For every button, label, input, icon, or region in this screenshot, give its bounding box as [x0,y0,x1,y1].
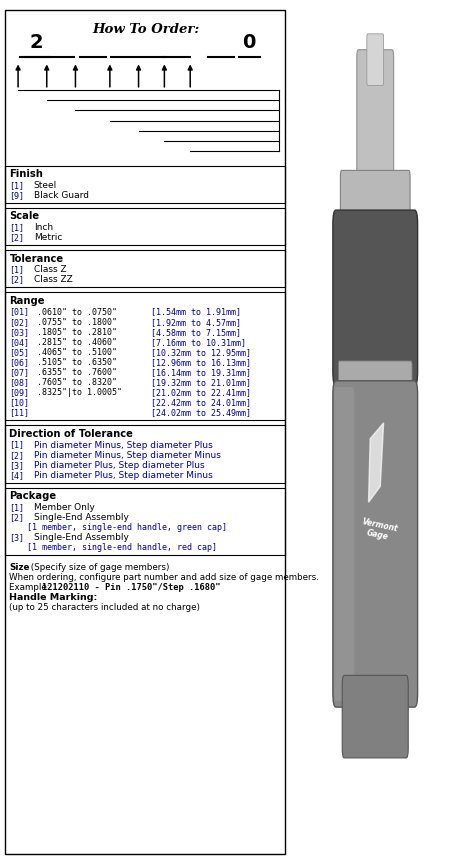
Text: [4.58mm to 7.15mm]: [4.58mm to 7.15mm] [151,328,241,337]
Text: .7605" to .8320": .7605" to .8320" [37,378,117,387]
Text: [3]: [3] [10,461,24,469]
Text: Class ZZ: Class ZZ [34,275,73,285]
FancyBboxPatch shape [338,361,412,407]
Bar [5,425,285,482]
Text: [1 member, single-end handle, green cap]: [1 member, single-end handle, green cap] [27,523,227,532]
Text: [11]: [11] [10,408,29,418]
Text: .2815" to .4060": .2815" to .4060" [37,337,117,347]
Text: [09]: [09] [10,388,29,397]
Text: [01]: [01] [10,307,29,317]
FancyBboxPatch shape [333,210,418,386]
Text: [7.16mm to 10.31mm]: [7.16mm to 10.31mm] [151,337,246,347]
Text: [16.14mm to 19.31mm]: [16.14mm to 19.31mm] [151,369,252,377]
Text: [3]: [3] [10,533,24,542]
Bar [5,208,285,245]
Text: Metric: Metric [34,233,62,243]
Text: 121202110 - Pin .1750"/Step .1680": 121202110 - Pin .1750"/Step .1680" [43,583,221,592]
Text: [1]: [1] [10,503,24,512]
Text: Class Z: Class Z [34,266,67,274]
Bar [5,166,285,203]
Text: .1805" to .2810": .1805" to .2810" [37,328,117,337]
Text: Pin diameter Minus, Step diameter Minus: Pin diameter Minus, Step diameter Minus [34,450,221,460]
Text: Finish: Finish [10,169,43,180]
Text: [10]: [10] [10,399,29,407]
FancyBboxPatch shape [342,676,408,758]
Text: [1]: [1] [10,266,24,274]
Text: Single-End Assembly: Single-End Assembly [34,533,129,542]
Text: [2]: [2] [10,233,24,243]
Text: [02]: [02] [10,318,29,327]
Text: [07]: [07] [10,369,29,377]
Text: [1 member, single-end handle, red cap]: [1 member, single-end handle, red cap] [27,543,217,552]
Text: When ordering, configure part number and add size of gage members.: When ordering, configure part number and… [10,573,319,582]
Text: [12.96mm to 16.13mm]: [12.96mm to 16.13mm] [151,358,252,367]
Text: [10.32mm to 12.95mm]: [10.32mm to 12.95mm] [151,348,252,357]
Polygon shape [369,423,384,502]
Text: [1]: [1] [10,224,24,232]
Text: [1.54mm to 1.91mm]: [1.54mm to 1.91mm] [151,307,241,317]
Text: [1.92mm to 4.57mm]: [1.92mm to 4.57mm] [151,318,241,327]
Text: Member Only: Member Only [34,503,95,512]
Text: How To Order:: How To Order: [92,23,199,36]
Text: [1]: [1] [10,440,24,450]
Text: [4]: [4] [10,471,24,480]
Text: (Specify size of gage members): (Specify size of gage members) [28,563,169,571]
Text: Pin diameter Minus, Step diameter Plus: Pin diameter Minus, Step diameter Plus [34,440,213,450]
Text: Black Guard: Black Guard [34,191,89,200]
Text: .5105" to .6350": .5105" to .6350" [37,358,117,367]
Text: [2]: [2] [10,275,24,285]
FancyBboxPatch shape [341,170,410,243]
Text: .0755" to .1800": .0755" to .1800" [37,318,117,327]
Text: Example:: Example: [10,583,53,592]
Text: 0: 0 [242,33,256,52]
Text: [22.42mm to 24.01mm]: [22.42mm to 24.01mm] [151,399,252,407]
Text: Package: Package [10,491,56,501]
Bar [5,250,285,287]
Text: [19.32mm to 21.01mm]: [19.32mm to 21.01mm] [151,378,252,387]
Text: Vermont
Gage: Vermont Gage [359,517,398,544]
Text: (up to 25 characters included at no charge): (up to 25 characters included at no char… [10,603,201,612]
Text: [1]: [1] [10,181,24,190]
Text: Inch: Inch [34,224,53,232]
Text: Size: Size [10,563,30,571]
Text: Single-End Assembly: Single-End Assembly [34,513,129,522]
Text: Pin diameter Plus, Step diameter Minus: Pin diameter Plus, Step diameter Minus [34,471,213,480]
Text: [05]: [05] [10,348,29,357]
Text: [2]: [2] [10,450,24,460]
Text: Range: Range [10,296,45,306]
Text: [03]: [03] [10,328,29,337]
FancyBboxPatch shape [357,50,394,192]
Bar [5,293,285,420]
Text: [2]: [2] [10,513,24,522]
Bar [5,488,285,555]
FancyBboxPatch shape [334,387,354,701]
Text: [21.02mm to 22.41mm]: [21.02mm to 22.41mm] [151,388,252,397]
Text: .8325"|to 1.0005": .8325"|to 1.0005" [37,388,122,397]
Text: .4065" to .5100": .4065" to .5100" [37,348,117,357]
Text: Scale: Scale [10,211,39,222]
FancyBboxPatch shape [333,381,418,707]
Text: [04]: [04] [10,337,29,347]
Text: [9]: [9] [10,191,24,200]
Text: .0610" to .0750": .0610" to .0750" [37,307,117,317]
Text: Direction of Tolerance: Direction of Tolerance [10,429,134,438]
Text: [06]: [06] [10,358,29,367]
Text: [08]: [08] [10,378,29,387]
Text: [24.02mm to 25.49mm]: [24.02mm to 25.49mm] [151,408,252,418]
Text: Tolerance: Tolerance [10,254,64,263]
Text: Pin diameter Plus, Step diameter Plus: Pin diameter Plus, Step diameter Plus [34,461,204,469]
Text: Handle Marking:: Handle Marking: [10,593,98,602]
Text: .6355" to .7600": .6355" to .7600" [37,369,117,377]
Text: 2: 2 [30,33,44,52]
FancyBboxPatch shape [367,34,384,85]
Text: Steel: Steel [34,181,57,190]
